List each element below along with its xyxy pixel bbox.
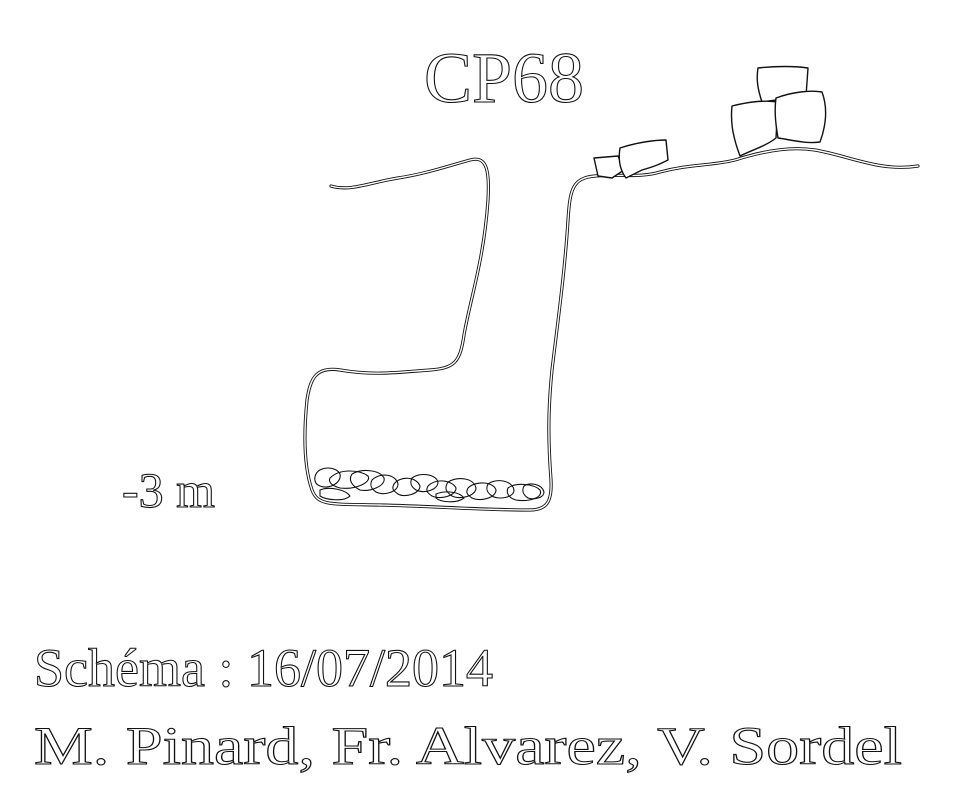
pebble	[435, 491, 465, 503]
authors-line: M. Pinard, Fr. Alvarez, V. Sordel	[34, 716, 902, 776]
pebble	[319, 487, 351, 501]
pebble	[328, 470, 370, 489]
pebble	[522, 483, 545, 500]
pebble-floor	[314, 467, 545, 503]
boulder	[730, 100, 779, 157]
pebble	[370, 474, 399, 495]
pebble	[466, 482, 497, 501]
pebble	[486, 480, 515, 499]
pebble	[314, 467, 341, 488]
cave-title: CP68	[424, 38, 584, 118]
cave-profile-outline	[303, 147, 920, 512]
pebble	[445, 478, 477, 499]
surface-boulders-left	[593, 139, 669, 179]
boulder	[774, 90, 827, 144]
boulder	[618, 139, 669, 179]
cave-profile-inner	[304, 148, 919, 511]
pebble	[349, 469, 385, 491]
pebble	[392, 477, 421, 497]
surface-boulders-right	[730, 65, 827, 157]
depth-label: -3 m	[122, 462, 215, 518]
pebble	[426, 480, 457, 499]
cave-profile	[303, 147, 920, 512]
schema-date-line: Schéma : 16/07/2014	[34, 638, 493, 698]
pebble	[410, 473, 439, 493]
boulder	[593, 155, 625, 179]
